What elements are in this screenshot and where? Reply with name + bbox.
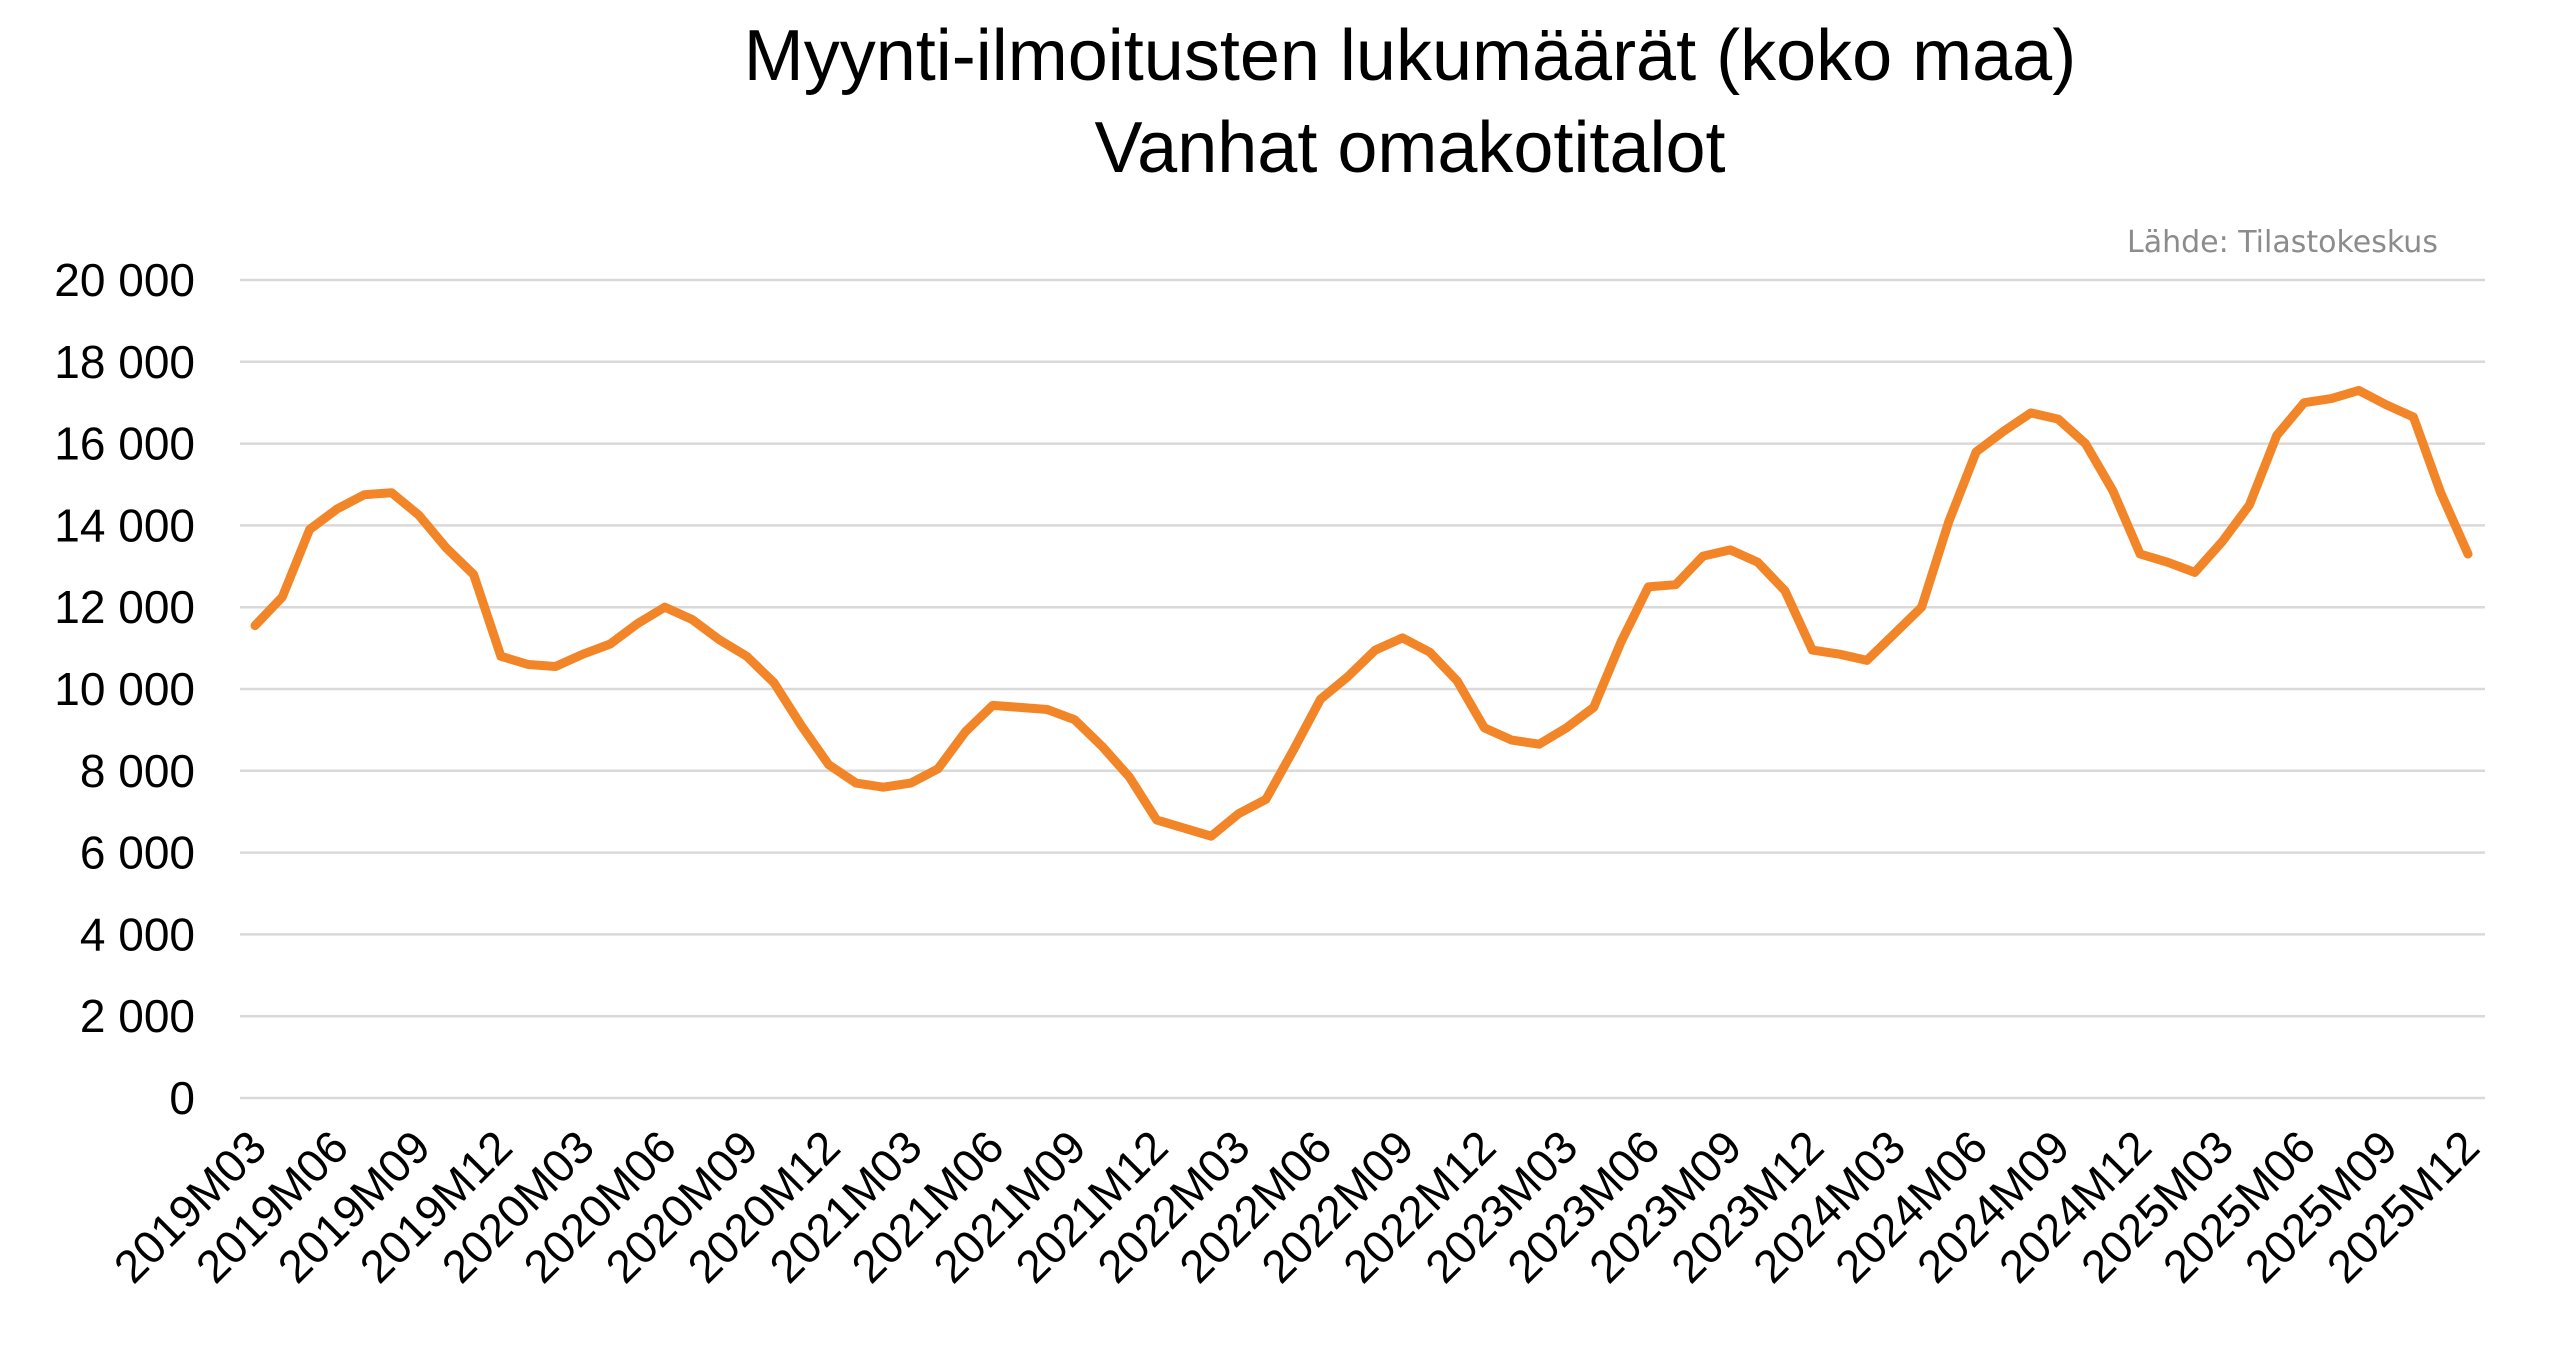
y-tick-label: 4 000	[80, 908, 195, 960]
chart-subtitle: Vanhat omakotitalot	[1094, 108, 1725, 188]
y-tick-label: 14 000	[54, 499, 195, 551]
y-tick-label: 2 000	[80, 990, 195, 1042]
y-tick-label: 20 000	[54, 254, 195, 306]
chart-title: Myynti-ilmoitusten lukumäärät (koko maa)	[744, 16, 2076, 96]
x-axis-tick-labels: 2019M032019M062019M092019M122020M032020M…	[104, 1120, 2489, 1292]
y-axis-tick-labels: 0 2 000 4 000 6 000 8 000 10 000 12 000 14 000 1…	[54, 254, 195, 1124]
series-layer	[250, 385, 2473, 841]
y-tick-label: 12 000	[54, 581, 195, 633]
y-tick-label: 18 000	[54, 336, 195, 388]
source-note: Lähde: Tilastokeskus	[2127, 225, 2438, 260]
y-tick-label: 10 000	[54, 663, 195, 715]
y-tick-label: 16 000	[54, 418, 195, 470]
y-tick-label: 6 000	[80, 827, 195, 879]
y-tick-label: 0	[169, 1072, 195, 1124]
series-line	[250, 385, 2473, 841]
y-tick-label: 8 000	[80, 745, 195, 797]
gridlines	[240, 278, 2485, 1100]
